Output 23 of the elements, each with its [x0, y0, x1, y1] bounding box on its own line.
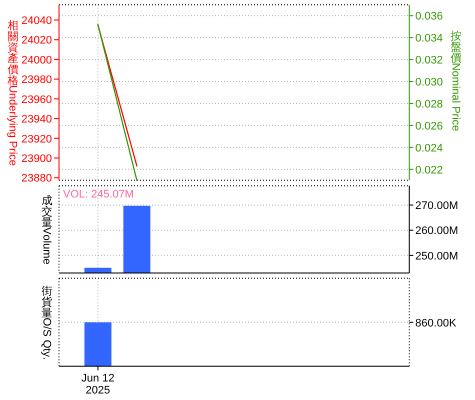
y2-tick-label: 0.026 — [415, 120, 443, 132]
y2-tick-label: 0.034 — [415, 32, 443, 45]
y2-tick-label: 0.030 — [415, 76, 443, 89]
y2-tick-label: 0.036 — [415, 10, 443, 23]
y-tick-label: 23940 — [21, 114, 52, 126]
text: Jun 12 2025 — [81, 372, 114, 396]
annotation: VOL: 245.07M — [63, 188, 134, 201]
y-tick-label: 23920 — [21, 133, 52, 146]
y2-tick-label: 0.022 — [415, 164, 443, 176]
ref-line-label: 860.00K — [415, 317, 457, 330]
y2-tick-label: 250.00M — [415, 250, 458, 262]
y-tick-label: 23980 — [21, 74, 52, 86]
y2-tick-label: 270.00M — [415, 200, 458, 212]
y-tick-label: 24020 — [21, 34, 52, 47]
y-tick-label: 23880 — [21, 172, 52, 185]
y2-tick-label: 0.028 — [415, 98, 443, 110]
y2-tick-label: 0.024 — [415, 142, 443, 154]
y-tick-label: 23960 — [21, 94, 52, 106]
y-tick-label: 24040 — [21, 14, 52, 27]
y2-tick-label: 260.00M — [415, 225, 458, 238]
y-tick-label: 24000 — [21, 54, 52, 66]
y-tick-label: 23900 — [21, 153, 52, 166]
y2-tick-label: 0.032 — [415, 54, 443, 67]
